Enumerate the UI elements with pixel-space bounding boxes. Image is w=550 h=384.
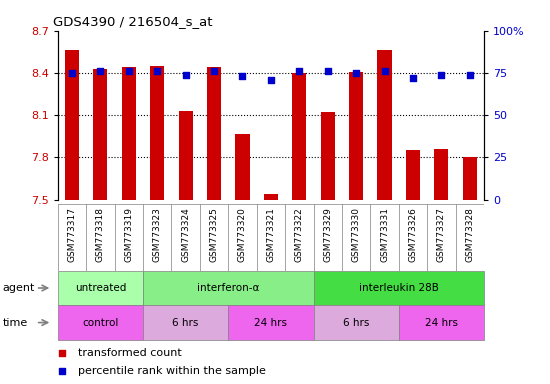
- Point: [124, 68, 133, 74]
- Point: [58, 367, 67, 374]
- Text: GSM773325: GSM773325: [210, 207, 218, 262]
- Text: 6 hrs: 6 hrs: [173, 318, 199, 328]
- Text: GSM773323: GSM773323: [153, 207, 162, 262]
- Text: GSM773319: GSM773319: [124, 207, 133, 262]
- Bar: [94, 69, 107, 200]
- Point: [68, 70, 76, 76]
- Text: GSM773322: GSM773322: [295, 207, 304, 262]
- Bar: [463, 157, 477, 200]
- Bar: [65, 50, 79, 200]
- Point: [96, 68, 104, 74]
- Point: [295, 68, 304, 74]
- Text: GSM773326: GSM773326: [409, 207, 417, 262]
- Point: [153, 68, 162, 74]
- Bar: [179, 111, 192, 200]
- Bar: [143, 305, 228, 340]
- Text: GSM773329: GSM773329: [323, 207, 332, 262]
- Text: GSM773320: GSM773320: [238, 207, 247, 262]
- Bar: [122, 67, 136, 200]
- Text: untreated: untreated: [75, 283, 126, 293]
- Bar: [434, 149, 448, 200]
- Point: [352, 70, 361, 76]
- Point: [266, 77, 275, 83]
- Point: [437, 71, 446, 78]
- Text: GSM773317: GSM773317: [68, 207, 76, 262]
- Bar: [58, 305, 143, 340]
- Bar: [150, 66, 164, 200]
- Bar: [314, 271, 484, 305]
- Point: [380, 68, 389, 74]
- Text: GSM773321: GSM773321: [266, 207, 276, 262]
- Bar: [321, 113, 335, 200]
- Text: 6 hrs: 6 hrs: [343, 318, 369, 328]
- Text: agent: agent: [3, 283, 35, 293]
- Text: GSM773330: GSM773330: [351, 207, 361, 262]
- Point: [58, 349, 67, 356]
- Bar: [406, 151, 420, 200]
- Bar: [399, 305, 484, 340]
- Bar: [264, 194, 278, 200]
- Text: GSM773324: GSM773324: [181, 207, 190, 262]
- Bar: [314, 305, 399, 340]
- Point: [182, 71, 190, 78]
- Text: GSM773328: GSM773328: [465, 207, 474, 262]
- Text: transformed count: transformed count: [78, 348, 182, 358]
- Bar: [235, 134, 250, 200]
- Point: [409, 75, 417, 81]
- Text: GSM773327: GSM773327: [437, 207, 446, 262]
- Text: 24 hrs: 24 hrs: [425, 318, 458, 328]
- Bar: [292, 73, 306, 200]
- Text: control: control: [82, 318, 119, 328]
- Point: [323, 68, 332, 74]
- Text: percentile rank within the sample: percentile rank within the sample: [78, 366, 266, 376]
- Bar: [58, 271, 143, 305]
- Bar: [377, 50, 392, 200]
- Text: 24 hrs: 24 hrs: [254, 318, 287, 328]
- Text: GSM773331: GSM773331: [380, 207, 389, 262]
- Text: time: time: [3, 318, 28, 328]
- Bar: [228, 305, 314, 340]
- Point: [465, 71, 474, 78]
- Point: [238, 73, 247, 79]
- Point: [210, 68, 218, 74]
- Text: interferon-α: interferon-α: [197, 283, 260, 293]
- Text: GSM773318: GSM773318: [96, 207, 105, 262]
- Bar: [207, 67, 221, 200]
- Bar: [349, 71, 363, 200]
- Bar: [143, 271, 314, 305]
- Text: GDS4390 / 216504_s_at: GDS4390 / 216504_s_at: [53, 15, 213, 28]
- Text: interleukin 28B: interleukin 28B: [359, 283, 439, 293]
